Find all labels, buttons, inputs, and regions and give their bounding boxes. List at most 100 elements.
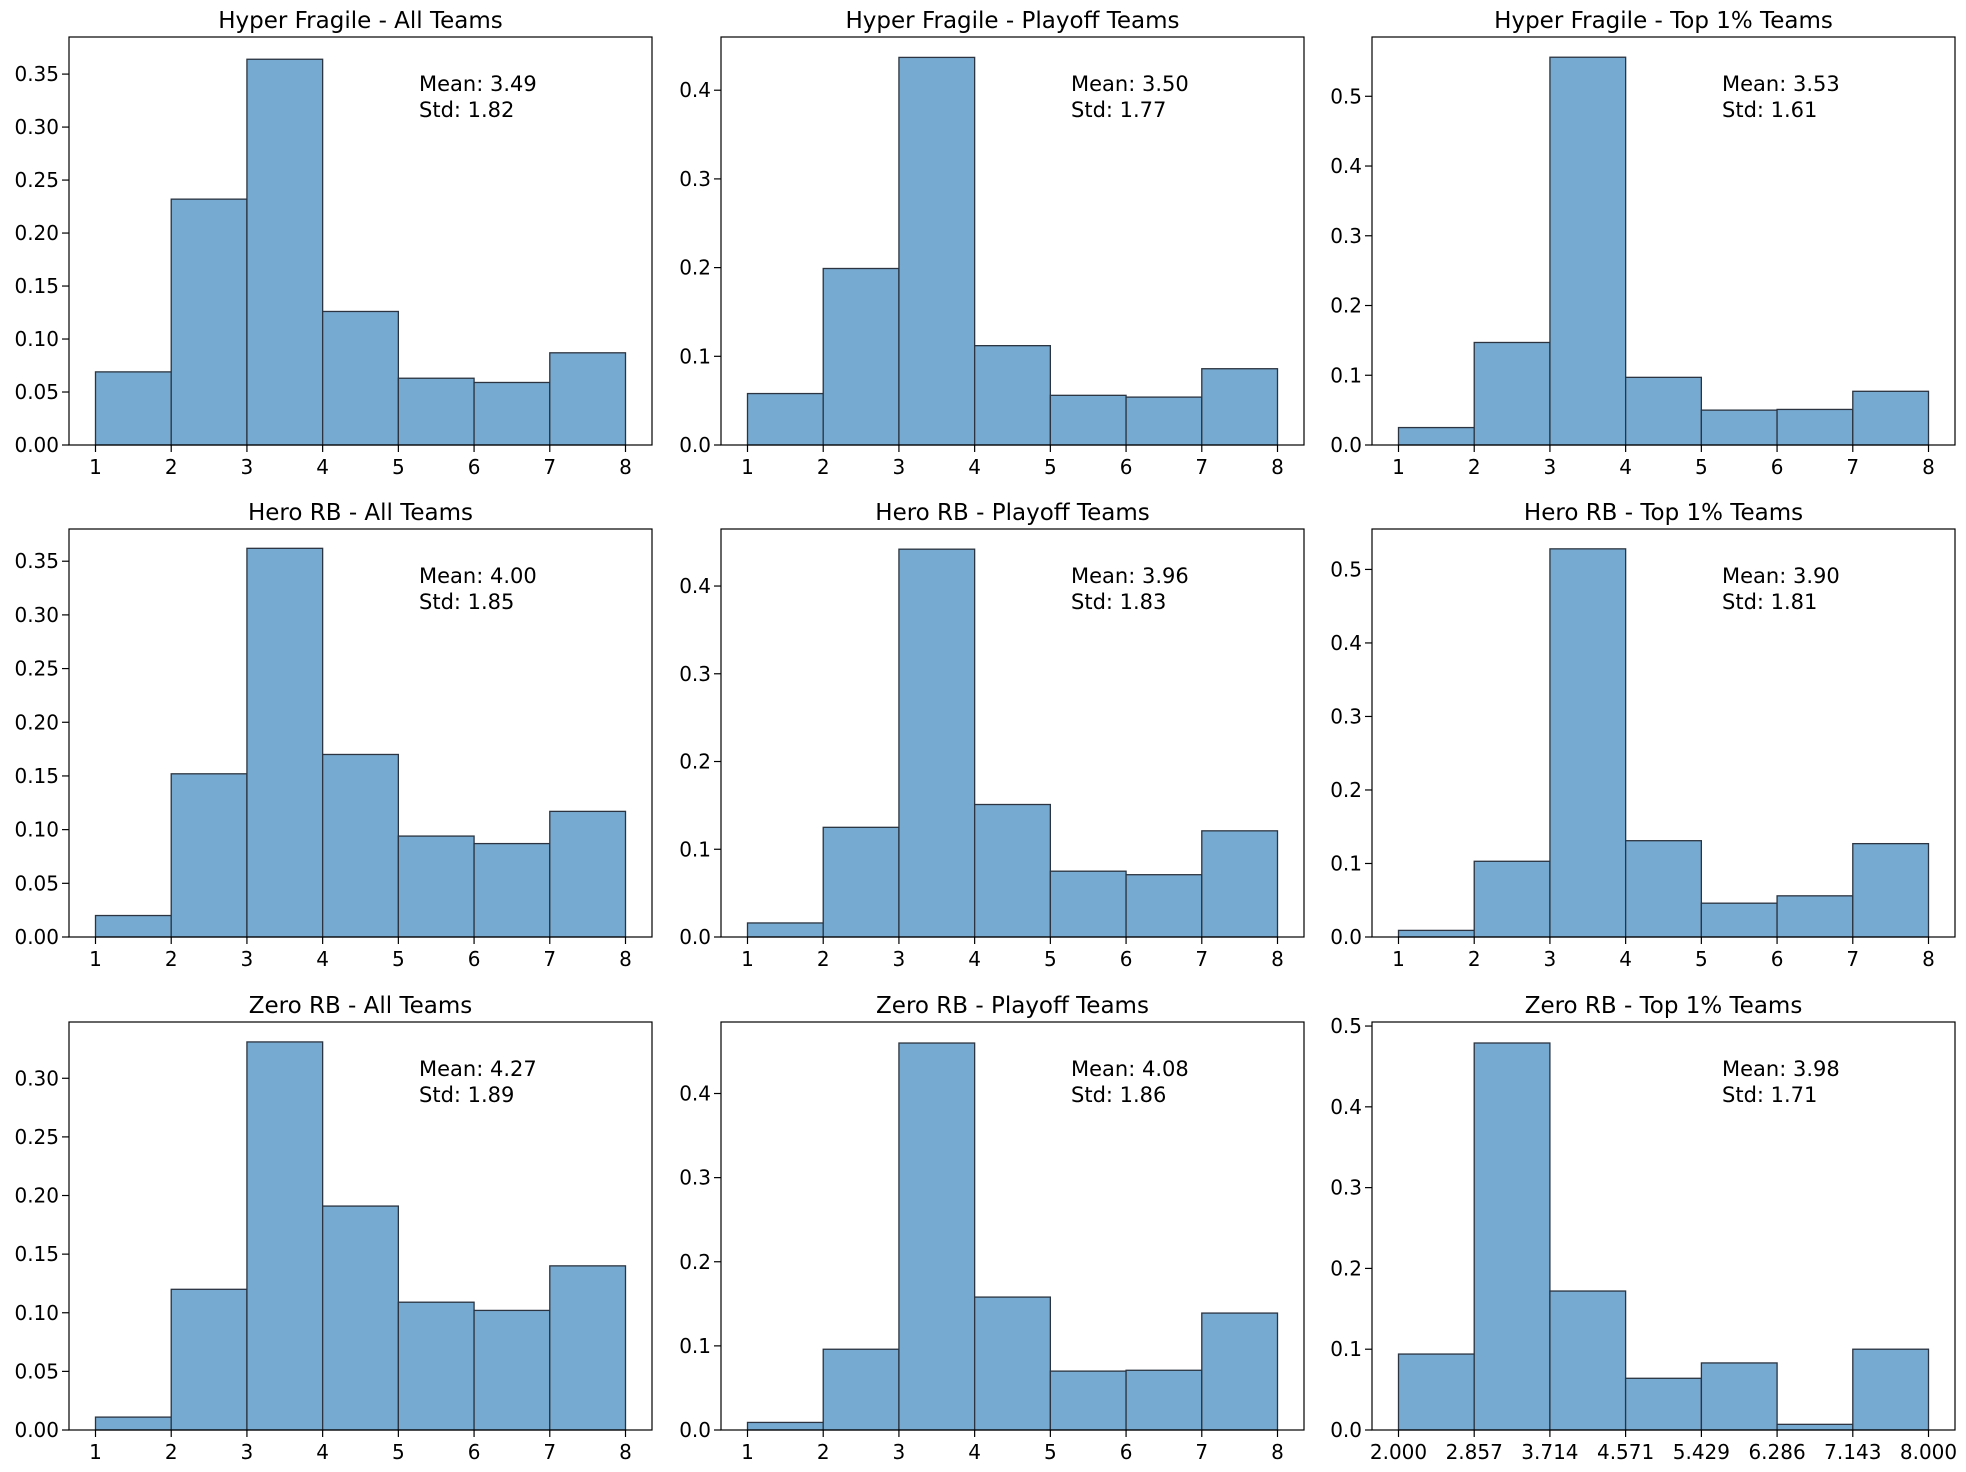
y-tick-label: 0.30 [14,115,59,139]
x-tick-label: 4 [968,455,981,479]
y-tick-label: 0.5 [1330,84,1362,108]
axes-frame [720,36,1305,446]
x-tick-label: 5 [392,455,405,479]
histogram-panel: 1 2 3 4 5 6 7 8 0.0 0.1 0.2 0.3 0.4 0.5 Hero RB - Top … [1330,500,1956,971]
histogram-bar [473,1309,551,1431]
x-tick-label: 8 [1271,1440,1284,1464]
x-tick-label: 6 [1771,947,1784,971]
panel-title: Zero RB - Top 1% Teams [1525,993,1803,1019]
x-tick-label: 8 [619,1440,632,1464]
y-tick-label: 0.25 [14,168,59,192]
y-tick-label: 0.15 [14,274,59,298]
std-annotation: Std: 1.82 [419,98,514,122]
x-tick-label: 2.857 [1446,1440,1503,1464]
histogram-bar [1852,842,1930,938]
histogram-bar [321,310,400,446]
histogram-bar [1624,840,1703,938]
histogram-bar [898,1042,976,1431]
y-tick-label: 0.3 [1330,1176,1362,1200]
mean-annotation: Mean: 4.00 [419,564,537,588]
histogram-bar [1624,376,1703,446]
x-tick-label: 5 [1695,947,1708,971]
x-tick-label: 2 [1468,947,1481,971]
histogram-panel: 2.000 2.857 3.714 4.571 5.429 6.286 7.143 8.000… [1330,993,1957,1464]
x-tick-label: 3 [893,947,906,971]
y-tick-label: 0.2 [679,1250,711,1274]
histogram-bar [1201,368,1279,446]
x-tick-label: 5 [392,1440,405,1464]
histogram-bar [1624,1377,1703,1431]
y-tick-label: 0.30 [14,603,59,627]
x-tick-label: 5 [1044,455,1057,479]
x-tick-label: 2 [165,1440,178,1464]
histogram-bar [1201,830,1279,938]
x-tick-label: 6 [468,1440,481,1464]
std-annotation: Std: 1.77 [1071,98,1166,122]
x-tick-label: 4 [316,947,329,971]
y-tick-label: 0.20 [14,221,59,245]
x-tick-label: 2.000 [1370,1440,1427,1464]
y-tick-label: 0.2 [1330,778,1362,802]
histogram-bar [898,56,976,446]
x-tick-label: 7 [1846,455,1859,479]
histogram-bar [1201,1312,1279,1431]
x-tick-label: 3 [1544,455,1557,479]
histogram-panel: 1 2 3 4 5 6 7 8 0.0 0.1 0.2 0.3 0.4 Hero RB - Playoff… [679,500,1305,971]
y-tick-label: 0.20 [14,1184,59,1208]
x-tick-label: 1 [741,947,754,971]
y-tick-label: 0.05 [14,380,59,404]
y-tick-label: 0.20 [14,710,59,734]
histogram-panel: 1 2 3 4 5 6 7 8 0.00 0.05 0.10 0.15 0.20 0.25 0.30 0.35… [14,8,653,479]
x-tick-label: 1 [89,947,102,971]
histogram-bar [1776,408,1854,446]
mean-annotation: Mean: 3.98 [1722,1057,1840,1081]
histogram-bar [246,1041,324,1431]
histogram-bar [549,352,627,446]
histogram-bar [1549,1290,1627,1431]
x-tick-label: 3 [241,455,254,479]
panel-title: Hyper Fragile - Top 1% Teams [1494,8,1833,34]
axes-frame [1371,1021,1956,1431]
histogram-bar [397,835,475,938]
histogram-bar [321,753,400,938]
y-tick-label: 0.00 [14,1418,59,1442]
y-tick-label: 0.0 [1330,925,1362,949]
histogram-bar [1049,1370,1127,1431]
x-tick-label: 2 [165,455,178,479]
mean-annotation: Mean: 3.49 [419,72,537,96]
y-tick-label: 0.1 [1330,1337,1362,1361]
y-tick-label: 0.10 [14,327,59,351]
histogram-bar [973,803,1052,938]
histogram-panel: 1 2 3 4 5 6 7 8 0.0 0.1 0.2 0.3 0.4 Zero RB - Playoff… [679,993,1305,1464]
axes-frame [68,36,653,446]
histogram-bar [1852,1348,1930,1431]
histogram-bar [1700,902,1778,938]
x-tick-label: 2 [817,455,830,479]
histogram-bar [746,922,824,938]
x-tick-label: 5 [1044,1440,1057,1464]
histogram-bar [1125,396,1203,446]
histogram-bar [1397,1353,1475,1431]
histogram-bar [1473,1042,1551,1431]
y-tick-label: 0.1 [1330,851,1362,875]
x-tick-label: 7 [543,1440,556,1464]
y-tick-label: 0.15 [14,764,59,788]
histogram-bar [397,1301,475,1431]
y-tick-label: 0.1 [679,1334,711,1358]
y-tick-label: 0.5 [1330,557,1362,581]
x-tick-label: 7.143 [1824,1440,1881,1464]
histogram-bar [321,1205,400,1431]
x-tick-label: 5.429 [1673,1440,1730,1464]
panel-title: Zero RB - Playoff Teams [876,993,1149,1019]
x-tick-label: 4 [1619,455,1632,479]
y-tick-label: 0.1 [679,344,711,368]
y-tick-label: 0.10 [14,818,59,842]
x-tick-label: 8 [1271,947,1284,971]
y-tick-label: 0.4 [679,574,711,598]
std-annotation: Std: 1.86 [1071,1083,1166,1107]
x-tick-label: 7 [1846,947,1859,971]
histogram-bar [1776,895,1854,938]
x-tick-label: 8 [619,947,632,971]
y-tick-label: 0.05 [14,1359,59,1383]
